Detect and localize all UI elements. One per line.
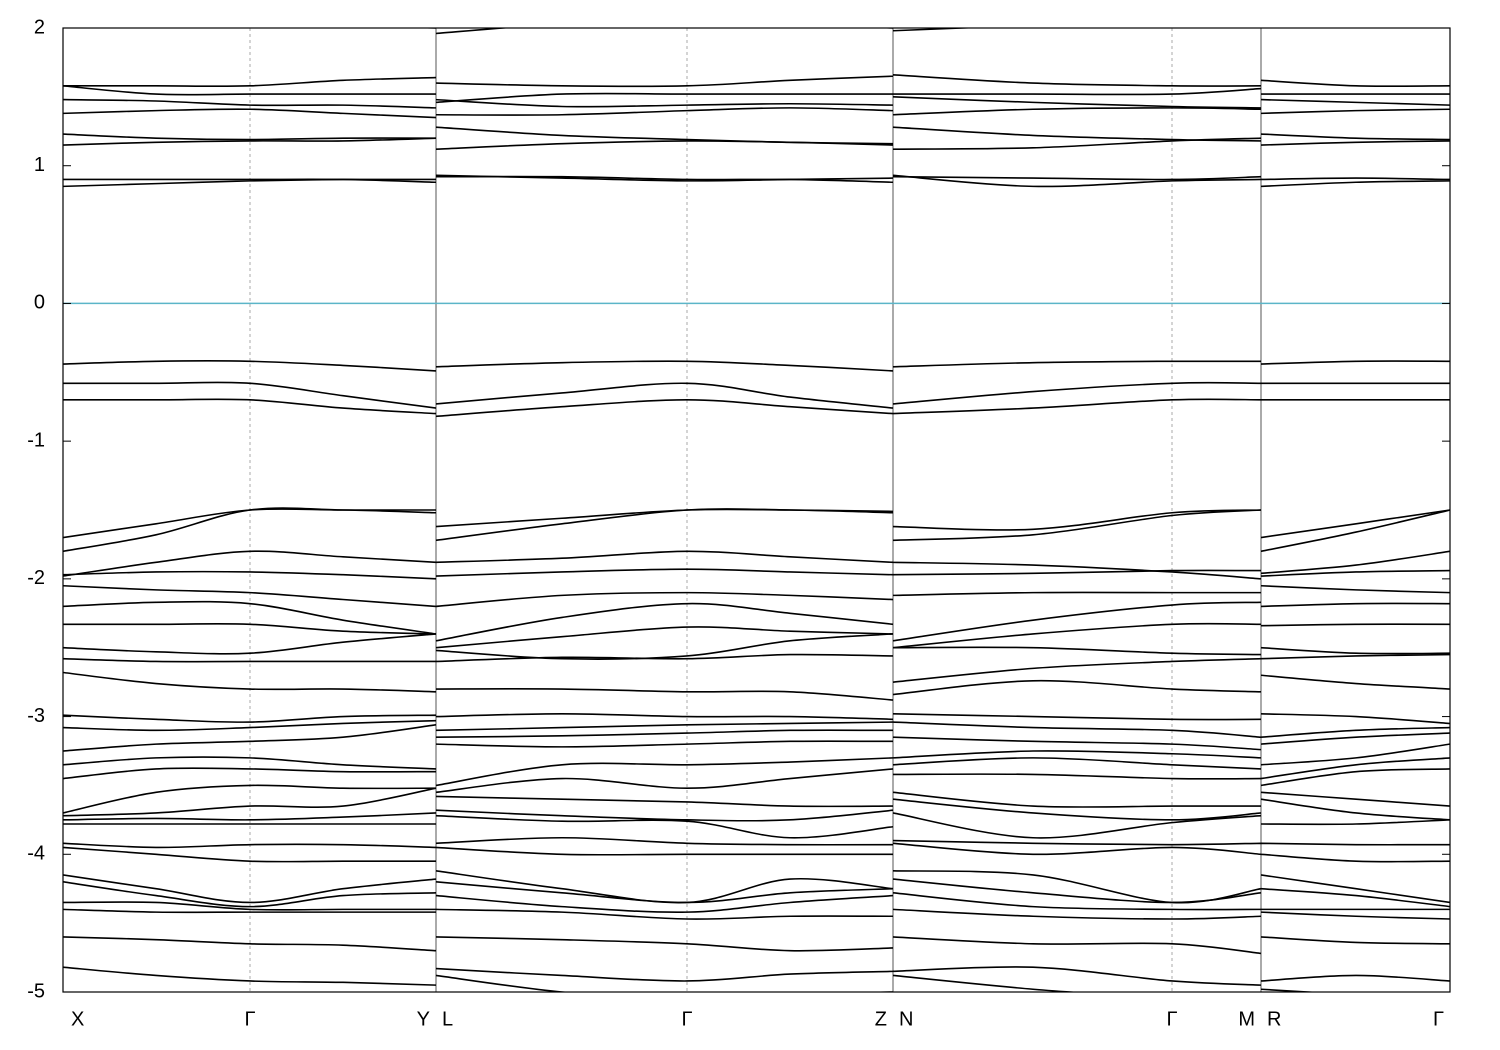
band-line — [63, 360, 1450, 372]
band-line — [63, 633, 1450, 660]
band-line — [63, 878, 1450, 908]
band-line — [63, 740, 1450, 770]
band-line — [63, 508, 1450, 539]
bands-layer — [63, 28, 1450, 992]
y-tick-label: -2 — [27, 567, 45, 589]
band-line — [63, 966, 1450, 986]
x-tick-label: Γ — [1433, 1008, 1444, 1030]
band-line — [63, 870, 1450, 904]
x-tick-label: Z — [875, 1008, 887, 1030]
y-tick-label: -1 — [27, 429, 45, 451]
y-tick-label: -3 — [27, 705, 45, 727]
x-tick-label: Y — [417, 1008, 430, 1030]
x-tick-label: M — [1238, 1008, 1255, 1030]
band-line — [63, 719, 1450, 739]
x-tick-label: Γ — [244, 1008, 255, 1030]
plot-frame — [62, 27, 1451, 993]
band-line — [63, 568, 1450, 580]
band-line — [63, 936, 1450, 955]
band-line — [63, 892, 1450, 914]
y-tick-label: -5 — [27, 980, 45, 1002]
band-line — [63, 908, 1450, 920]
band-line — [63, 137, 1450, 150]
band-line — [63, 175, 1450, 184]
band-line — [63, 842, 1450, 863]
band-line — [410, 28, 981, 35]
band-line — [63, 798, 1450, 822]
band-line — [63, 600, 1450, 642]
band-line — [63, 757, 1450, 787]
band-line — [63, 713, 1450, 725]
band-line — [63, 550, 1450, 580]
band-line — [63, 381, 1450, 409]
band-line — [63, 768, 1450, 814]
band-line — [63, 584, 1450, 608]
band-line — [63, 812, 1450, 839]
band-line — [63, 724, 1450, 752]
band-line — [63, 107, 1450, 119]
band-line — [63, 507, 1450, 553]
band-line — [435, 974, 1321, 992]
band-line — [63, 126, 1450, 145]
axes-layer: X Γ Y L Γ Z N Γ M R Γ 2 1 0 -1 -2 -3 -4 -5 — [27, 16, 1451, 1030]
y-tick-label: 1 — [34, 154, 45, 176]
x-tick-label: Γ — [681, 1008, 692, 1030]
band-line — [63, 398, 1450, 418]
band-line — [63, 174, 1450, 188]
band-line — [63, 74, 1450, 88]
y-tick-label: -4 — [27, 843, 45, 865]
x-tick-label: Γ — [1166, 1008, 1177, 1030]
band-line — [63, 787, 1450, 817]
band-line — [63, 622, 1450, 649]
band-line — [63, 85, 1450, 104]
y-tick-label: 2 — [34, 16, 45, 38]
band-line — [63, 671, 1450, 701]
band-line — [63, 836, 1450, 849]
x-tick-label: X — [71, 1008, 84, 1030]
x-tick-label: L — [442, 1008, 453, 1030]
y-tick-label: 0 — [34, 292, 45, 314]
x-tick-label: R — [1267, 1008, 1281, 1030]
band-line — [63, 96, 1450, 109]
band-line — [63, 653, 1450, 683]
x-tick-label: N — [899, 1008, 913, 1030]
